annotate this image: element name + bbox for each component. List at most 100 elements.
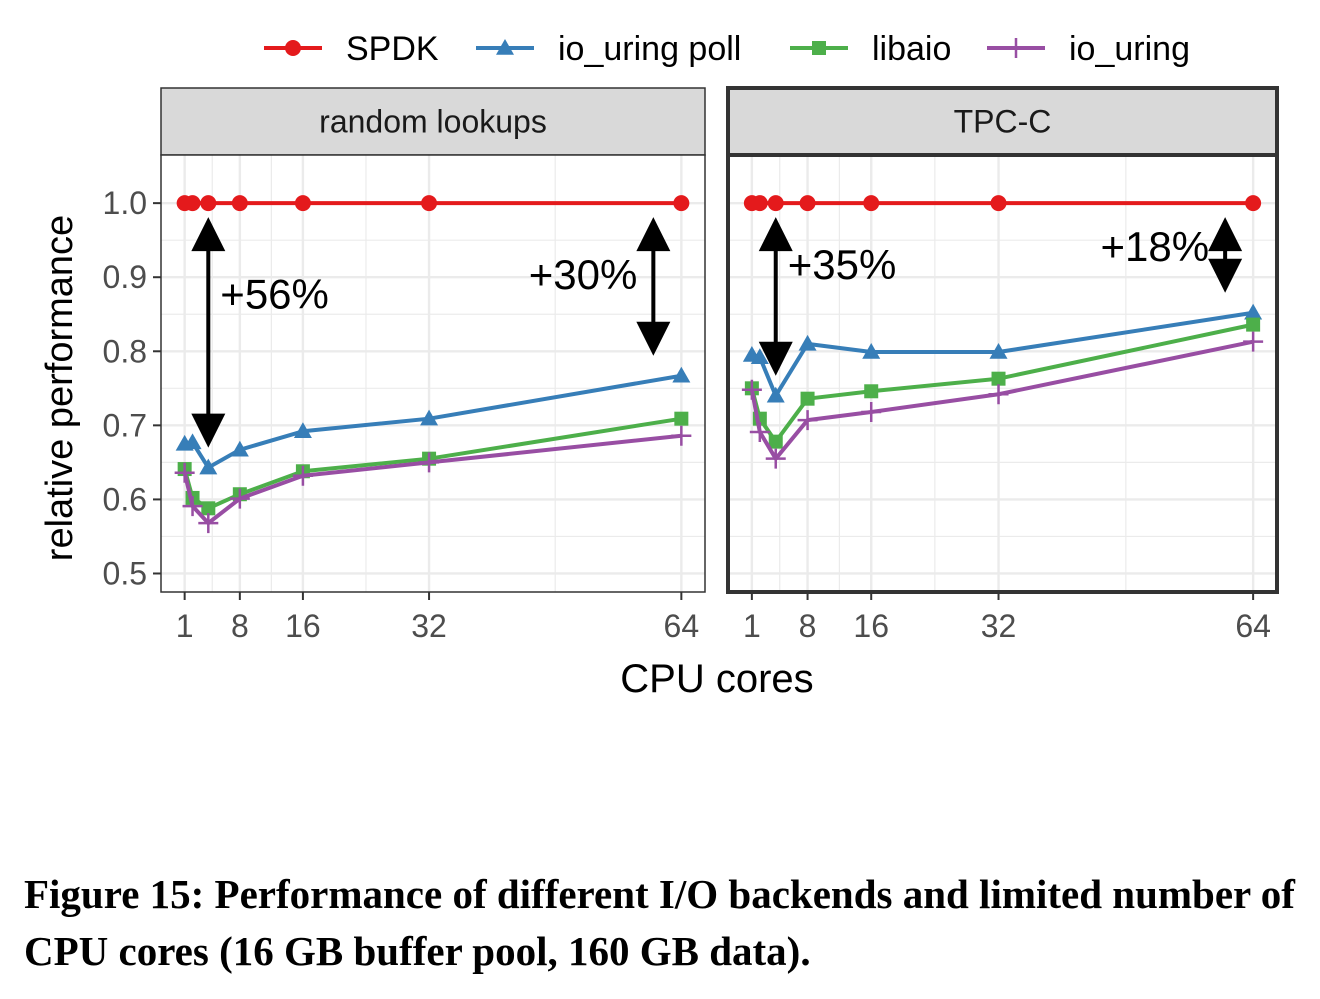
series-spdk bbox=[176, 195, 690, 212]
series-io-uring-poll bbox=[742, 303, 1263, 403]
y-tick-label: 0.9 bbox=[103, 259, 147, 295]
panel-tpc-c: TPC-C +35% +18% 1 8 16 32 64 bbox=[726, 86, 1279, 644]
panel-random-lookups: random lookups+56% +30%1 8 16 32 640.50.60.70… bbox=[103, 87, 706, 644]
annotation-arrow-head-down bbox=[758, 341, 793, 376]
annotation-arrow-head-down bbox=[191, 413, 226, 448]
x-tick-label: 1 bbox=[176, 608, 194, 644]
x-tick-label: 16 bbox=[853, 608, 889, 644]
data-point-io-uring-poll bbox=[420, 409, 439, 426]
data-point-libaio bbox=[768, 434, 783, 449]
data-point-libaio bbox=[800, 391, 815, 406]
annotation-arrow-head-up bbox=[758, 217, 793, 252]
data-point-spdk bbox=[673, 195, 690, 212]
annotation-56: +56% bbox=[191, 217, 329, 448]
legend-label-io-uring-poll: io_uring poll bbox=[558, 30, 741, 68]
x-tick-label: 16 bbox=[285, 608, 321, 644]
annotation-arrow-head-up bbox=[1208, 217, 1243, 252]
annotation-18: +18% bbox=[1101, 217, 1243, 293]
legend-marker-spdk bbox=[285, 40, 301, 56]
series-io-uring bbox=[741, 331, 1264, 469]
data-point-spdk bbox=[767, 195, 784, 212]
data-point-io-uring-poll bbox=[199, 458, 218, 475]
data-point-spdk bbox=[1245, 195, 1262, 212]
annotation-arrow-head-up bbox=[636, 217, 671, 252]
legend-entry-io-uring: io_uring bbox=[987, 30, 1190, 68]
panel-title: random lookups bbox=[319, 104, 547, 140]
data-point-io-uring bbox=[765, 448, 786, 469]
data-point-spdk bbox=[231, 195, 248, 212]
legend-label-spdk: SPDK bbox=[346, 30, 439, 68]
legend-marker-io-uring bbox=[1006, 38, 1026, 58]
data-point-spdk bbox=[200, 195, 217, 212]
legend-entry-libaio: libaio bbox=[790, 30, 951, 68]
data-point-io-uring bbox=[861, 402, 882, 423]
data-point-io-uring-poll bbox=[672, 366, 691, 383]
data-point-spdk bbox=[799, 195, 816, 212]
data-point-io-uring bbox=[1243, 331, 1264, 352]
series-io-uring bbox=[174, 425, 692, 534]
legend-marker-io-uring-poll bbox=[496, 39, 514, 55]
panel-strip bbox=[160, 87, 706, 156]
x-axis-label: CPU cores bbox=[620, 657, 813, 701]
figure-caption: Figure 15: Performance of different I/O … bbox=[24, 871, 1295, 974]
data-point-spdk bbox=[421, 195, 438, 212]
data-point-libaio bbox=[864, 384, 879, 399]
panel-strip bbox=[726, 86, 1279, 157]
data-point-libaio bbox=[991, 371, 1006, 386]
data-point-io-uring bbox=[292, 465, 313, 486]
data-point-spdk bbox=[990, 195, 1007, 212]
data-point-spdk bbox=[751, 195, 768, 212]
legend: SPDK io_uring poll libaio io_uring bbox=[264, 30, 1190, 68]
y-axis-label: relative performance bbox=[39, 215, 81, 561]
x-axis: 1 8 16 32 64 bbox=[176, 592, 699, 644]
data-point-libaio bbox=[674, 411, 689, 426]
x-axis: 1 8 16 32 64 bbox=[743, 592, 1271, 644]
data-point-io-uring-poll bbox=[230, 440, 249, 457]
y-axis: 0.5 0.6 0.7 0.8 0.9 1.0 bbox=[103, 185, 161, 591]
y-tick-label: 0.8 bbox=[103, 333, 147, 369]
y-tick-label: 0.6 bbox=[103, 481, 147, 517]
data-point-io-uring bbox=[741, 379, 762, 400]
data-point-io-uring-poll bbox=[1244, 303, 1263, 320]
annotation-label: +35% bbox=[788, 241, 897, 288]
x-tick-label: 64 bbox=[1235, 608, 1271, 644]
data-point-io-uring-poll bbox=[183, 433, 202, 450]
data-point-io-uring bbox=[419, 452, 440, 473]
data-point-io-uring bbox=[797, 410, 818, 431]
data-point-io-uring bbox=[229, 488, 250, 509]
data-point-spdk bbox=[184, 195, 201, 212]
data-point-io-uring bbox=[174, 462, 195, 483]
y-tick-label: 0.7 bbox=[103, 407, 147, 443]
legend-entry-io-uring-poll: io_uring poll bbox=[476, 30, 741, 68]
legend-entry-spdk: SPDK bbox=[264, 30, 439, 68]
legend-label-io-uring: io_uring bbox=[1069, 30, 1190, 68]
y-tick-label: 0.5 bbox=[103, 555, 147, 591]
annotation-arrow-head-down bbox=[636, 321, 671, 356]
x-tick-label: 1 bbox=[743, 608, 761, 644]
annotation-label: +56% bbox=[220, 270, 329, 317]
panel-border bbox=[726, 153, 1279, 594]
legend-marker-libaio bbox=[812, 41, 826, 55]
series-spdk bbox=[743, 195, 1262, 212]
data-point-io-uring bbox=[671, 425, 692, 446]
legend-label-libaio: libaio bbox=[872, 30, 951, 68]
y-tick-label: 1.0 bbox=[103, 185, 147, 221]
annotation-35: +35% bbox=[758, 217, 897, 376]
data-point-io-uring bbox=[182, 496, 203, 517]
x-tick-label: 64 bbox=[664, 608, 700, 644]
data-point-io-uring bbox=[198, 513, 219, 534]
annotation-label: +30% bbox=[529, 251, 638, 298]
annotation-arrow-head-up bbox=[191, 217, 226, 252]
data-point-spdk bbox=[294, 195, 311, 212]
data-point-libaio bbox=[201, 501, 216, 516]
annotation-arrow-head-down bbox=[1208, 258, 1243, 293]
panel-title: TPC-C bbox=[954, 104, 1052, 140]
data-point-spdk bbox=[863, 195, 880, 212]
series-io-uring-poll bbox=[175, 366, 691, 475]
x-tick-label: 32 bbox=[981, 608, 1017, 644]
panel-border bbox=[160, 154, 706, 593]
plot-area bbox=[161, 155, 705, 592]
data-point-io-uring-poll bbox=[293, 422, 312, 439]
x-tick-label: 8 bbox=[799, 608, 817, 644]
